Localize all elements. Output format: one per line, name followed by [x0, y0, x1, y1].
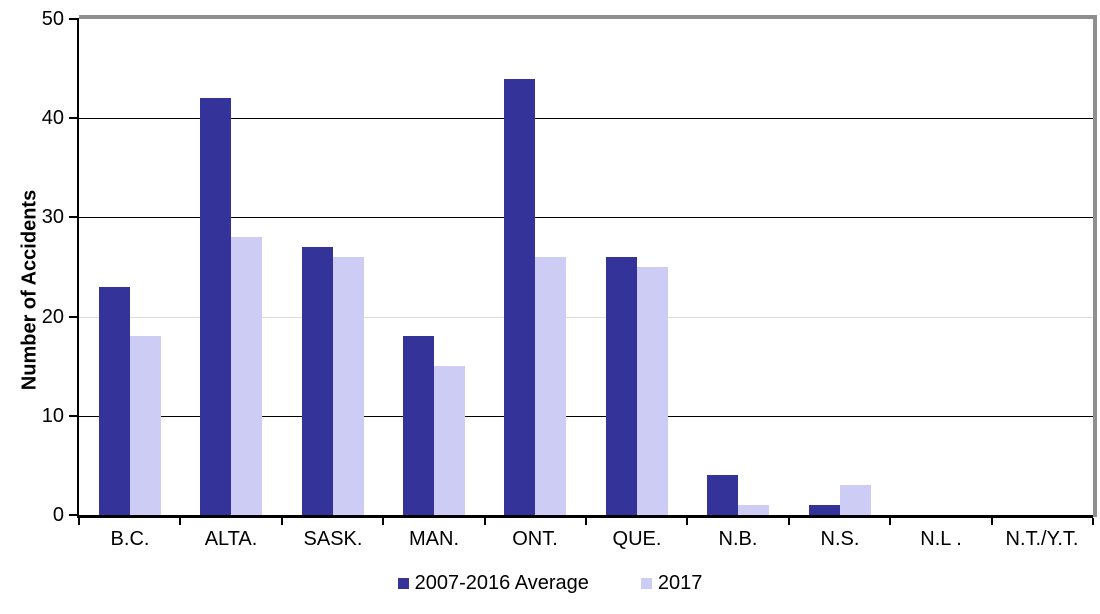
- bar: [130, 336, 161, 515]
- y-tick-label: 50: [41, 8, 64, 30]
- x-tick-label: ALTA.: [204, 528, 258, 550]
- gridline: [79, 118, 1093, 119]
- bar: [738, 505, 769, 515]
- legend-label: 2017: [657, 572, 703, 594]
- y-tick: [69, 316, 79, 318]
- legend-item: 2017: [640, 571, 703, 595]
- bar: [504, 79, 535, 515]
- bar: [606, 257, 637, 515]
- y-tick-label: 30: [41, 206, 64, 228]
- gridline: [79, 317, 1093, 318]
- y-tick: [69, 216, 79, 218]
- x-tick-label: QUE.: [612, 528, 662, 550]
- legend-label: 2007-2016 Average: [414, 572, 589, 594]
- bar: [231, 237, 262, 515]
- bar: [333, 257, 364, 515]
- x-tick: [78, 518, 80, 525]
- x-tick: [484, 518, 486, 525]
- x-tick: [585, 518, 587, 525]
- plot-frame-right: [1093, 15, 1097, 517]
- bar: [302, 247, 333, 515]
- x-tick-label: N.S.: [820, 528, 860, 550]
- y-tick: [69, 415, 79, 417]
- y-tick: [69, 117, 79, 119]
- y-tick-label: 40: [41, 107, 64, 129]
- bar: [707, 475, 738, 515]
- x-tick: [1092, 518, 1094, 525]
- x-tick-label: MAN.: [409, 528, 459, 550]
- x-tick-label: N.L .: [920, 528, 962, 550]
- x-axis-line: [77, 515, 1093, 518]
- x-tick-label: N.T./Y.T.: [1005, 528, 1079, 550]
- bar: [840, 485, 871, 515]
- y-tick-label: 10: [41, 405, 64, 427]
- legend-swatch: [397, 577, 409, 589]
- plot-frame-top: [79, 15, 1097, 19]
- y-tick-label: 0: [52, 504, 64, 526]
- bar: [434, 366, 465, 515]
- legend: 2007-2016 Average 2017: [0, 571, 1100, 595]
- x-tick: [788, 518, 790, 525]
- x-tick-label: SASK.: [303, 528, 363, 550]
- gridline: [79, 416, 1093, 417]
- x-tick: [382, 518, 384, 525]
- x-tick: [991, 518, 993, 525]
- bar: [535, 257, 566, 515]
- x-tick: [889, 518, 891, 525]
- x-tick-label: ONT.: [512, 528, 558, 550]
- bar: [200, 98, 231, 515]
- y-tick: [69, 18, 79, 20]
- bar: [637, 267, 668, 515]
- legend-item: 2007-2016 Average: [397, 571, 589, 595]
- plot-area: [79, 19, 1093, 515]
- bar: [99, 287, 130, 515]
- bar: [403, 336, 434, 515]
- x-tick-label: N.B.: [718, 528, 758, 550]
- legend-swatch: [640, 577, 652, 589]
- y-tick: [69, 514, 79, 516]
- x-tick-label: B.C.: [110, 528, 150, 550]
- bar: [809, 505, 840, 515]
- y-axis-line: [77, 19, 79, 517]
- x-tick: [179, 518, 181, 525]
- x-tick: [686, 518, 688, 525]
- x-tick: [281, 518, 283, 525]
- y-tick-label: 20: [41, 306, 64, 328]
- gridline: [79, 217, 1093, 218]
